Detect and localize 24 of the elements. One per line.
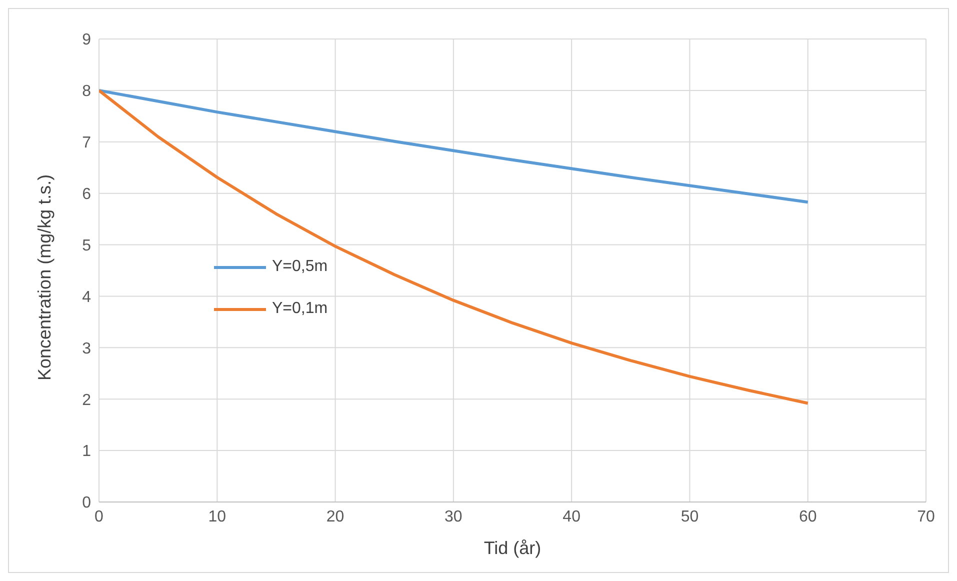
y-tick-label: 3 bbox=[82, 340, 92, 358]
x-tick-label: 40 bbox=[562, 508, 581, 526]
x-tick-label: 60 bbox=[798, 508, 817, 526]
line-series bbox=[99, 88, 810, 204]
y-tick-label: 8 bbox=[82, 83, 92, 100]
y-tick-label: 0 bbox=[82, 494, 92, 512]
x-axis-title: Tid (år) bbox=[484, 538, 542, 558]
y-tick-label: 9 bbox=[82, 32, 92, 49]
legend-label: Y=0,5m bbox=[272, 258, 328, 276]
y-tick-label: 7 bbox=[82, 134, 92, 152]
x-tick-label: 30 bbox=[444, 508, 462, 526]
y-tick-label: 5 bbox=[82, 237, 92, 254]
x-tick-label: 50 bbox=[680, 508, 699, 526]
x-tick-label: 70 bbox=[917, 508, 935, 526]
line-series bbox=[99, 88, 810, 405]
y-tick-label: 1 bbox=[82, 443, 92, 460]
y-tick-label: 2 bbox=[82, 392, 92, 409]
y-tick-label: 4 bbox=[82, 288, 92, 306]
legend-label: Y=0,1m bbox=[272, 300, 328, 318]
y-tick-label: 6 bbox=[82, 186, 92, 204]
x-tick-label: 0 bbox=[94, 508, 104, 526]
x-tick-label: 10 bbox=[208, 508, 226, 526]
y-axis-title: Koncentration (mg/kg t.s.) bbox=[34, 174, 54, 380]
x-tick-label: 20 bbox=[326, 508, 344, 526]
